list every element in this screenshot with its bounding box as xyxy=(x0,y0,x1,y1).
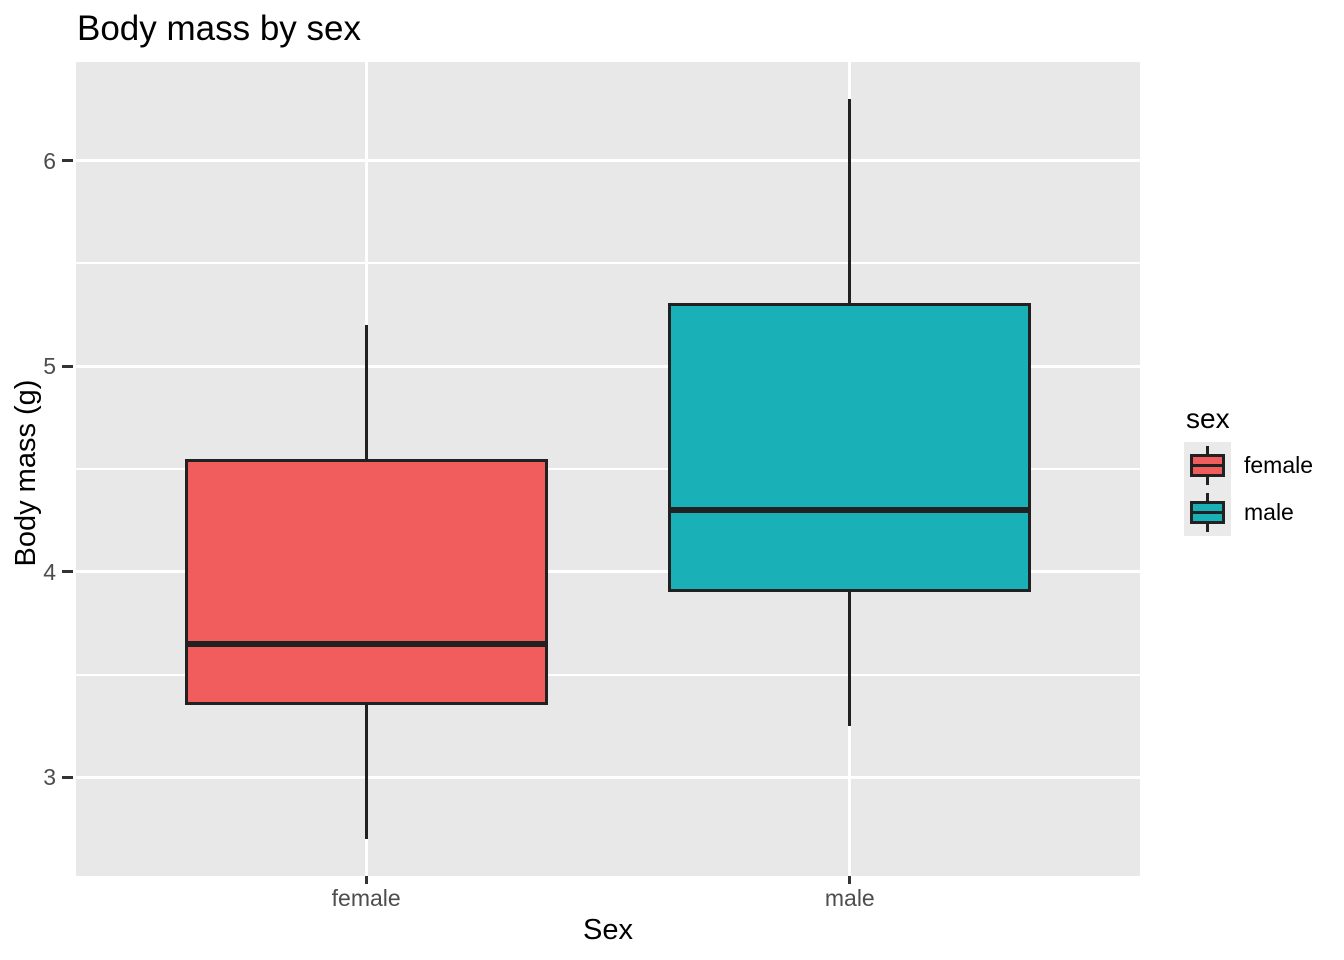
y-tick-mark xyxy=(62,364,73,368)
x-tick-label: female xyxy=(331,885,401,911)
median-male xyxy=(671,507,1029,514)
gridline-major-y xyxy=(76,570,1140,574)
y-tick-mark xyxy=(62,159,73,163)
gridline-major-y xyxy=(76,775,1140,779)
gridline-minor-y xyxy=(76,673,1140,676)
box-female xyxy=(184,458,548,706)
y-tick-label: 3 xyxy=(43,764,56,791)
plot-title: Body mass by sex xyxy=(77,9,361,48)
median-female xyxy=(187,640,545,647)
box-male xyxy=(668,302,1032,593)
y-tick-label: 4 xyxy=(43,558,56,585)
legend-glyph-box xyxy=(1190,501,1225,524)
gridline-minor-y xyxy=(76,468,1140,470)
y-axis-title: Body mass (g) xyxy=(10,379,42,567)
legend-title: sex xyxy=(1186,403,1230,434)
legend-glyph-median xyxy=(1193,511,1222,514)
whisker-lower-male xyxy=(848,592,852,726)
legend-entry-label: male xyxy=(1244,499,1294,525)
legend-key-female xyxy=(1184,442,1231,489)
whisker-upper-male xyxy=(848,99,852,303)
legend-entry-female: female xyxy=(1184,442,1313,489)
legend-entry-male: male xyxy=(1184,489,1313,536)
legend: sex female male xyxy=(1184,402,1313,536)
whisker-lower-female xyxy=(364,705,368,839)
legend-entry-label: female xyxy=(1244,452,1314,478)
y-tick-label: 6 xyxy=(43,147,56,174)
panel xyxy=(76,62,1140,876)
legend-glyph-box xyxy=(1190,454,1225,477)
gridline-major-y xyxy=(76,364,1140,368)
x-tick-mark xyxy=(364,876,368,884)
x-tick-label: male xyxy=(824,885,875,911)
gridline-minor-y xyxy=(76,262,1140,265)
legend-glyph-median xyxy=(1193,464,1222,467)
legend-key-male xyxy=(1184,489,1231,536)
y-tick-mark xyxy=(62,570,73,574)
gridline-major-y xyxy=(76,159,1140,163)
y-tick-label: 5 xyxy=(43,353,56,380)
whisker-upper-female xyxy=(364,325,368,459)
y-tick-mark xyxy=(62,775,73,779)
x-tick-mark xyxy=(848,876,852,884)
legend-entries: female male xyxy=(1184,442,1313,536)
x-axis-title: Sex xyxy=(583,914,633,946)
